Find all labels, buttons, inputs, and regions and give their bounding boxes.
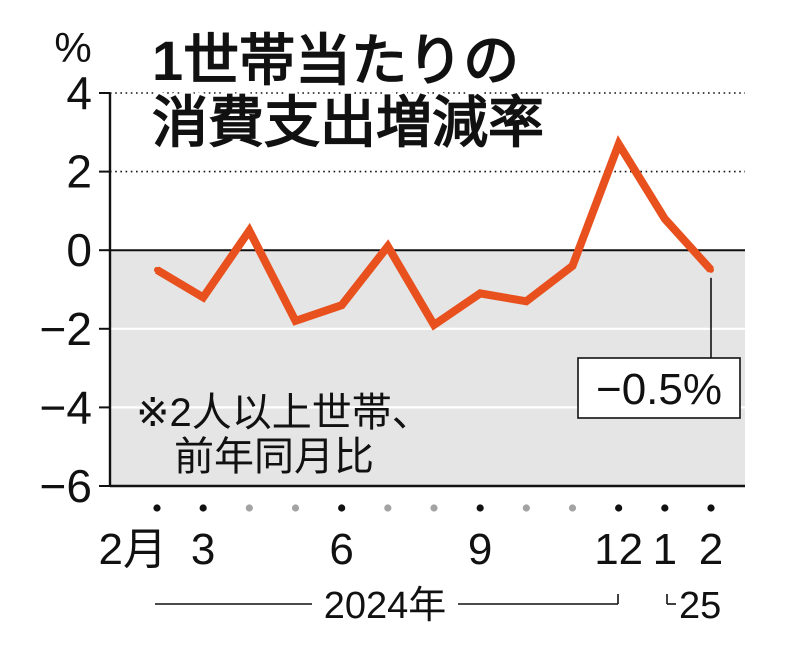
data-point	[431, 321, 437, 328]
data-point	[569, 262, 576, 269]
y-tick-label: 2	[66, 146, 92, 198]
data-point	[338, 302, 345, 309]
axes	[108, 93, 745, 488]
x-tick-label: 6	[329, 525, 353, 574]
callout-box	[577, 357, 741, 419]
chart-title-line-1: 1世帯当たりの	[152, 29, 519, 92]
x-tick-label: 3	[191, 525, 215, 574]
year-label-2024: 2024年	[324, 585, 447, 627]
data-point	[154, 266, 160, 273]
x-tick-label: 1	[653, 525, 677, 574]
x-tick-dot	[384, 504, 392, 512]
x-tick-dot	[615, 504, 623, 512]
data-point	[292, 317, 299, 324]
last-value-callout: −0.5%	[596, 365, 722, 414]
y-tick-label: 0	[66, 224, 92, 276]
data-point	[384, 243, 391, 250]
x-tick-dot	[291, 504, 300, 512]
x-tick-label: 9	[468, 525, 492, 574]
data-point	[661, 215, 668, 222]
x-tick-dot	[707, 504, 715, 512]
x-tick-dot	[476, 504, 484, 512]
data-point	[523, 298, 530, 305]
x-tick-dot	[661, 504, 669, 512]
x-tick-label: 12	[594, 525, 643, 574]
y-axis-unit-label: %	[54, 24, 91, 71]
x-tick-dot	[430, 504, 438, 512]
y-axis-ticks: 4 2 0 −2 −4 −6	[40, 67, 110, 512]
footnote-line-2: 前年同月比	[174, 435, 374, 479]
x-tick-dot	[199, 504, 207, 512]
x-tick-label: 2	[699, 525, 723, 574]
x-tick-label: 2月	[99, 525, 167, 574]
y-tick-label: −6	[40, 460, 92, 512]
data-point	[615, 141, 622, 148]
data-point	[200, 294, 207, 301]
year-bracket-2024: 2024年	[155, 585, 619, 627]
year-label-2025: 25	[679, 585, 721, 627]
y-tick-label: 4	[66, 67, 92, 119]
data-point	[246, 227, 253, 234]
x-axis-ticks: 2月 3 6 9 12 1 2	[99, 504, 723, 574]
series-group	[154, 135, 714, 331]
footnote-line-1: ※2人以上世帯、	[136, 391, 432, 435]
y-tick-label: −2	[40, 303, 92, 355]
year-bracket-2025: 25	[666, 585, 721, 627]
data-point	[708, 266, 714, 273]
y-tick-label: −4	[40, 381, 92, 433]
x-tick-dot	[245, 504, 253, 512]
chart-title-line-2: 消費支出増減率	[152, 91, 544, 154]
x-tick-dot	[522, 504, 530, 512]
data-point	[477, 290, 484, 297]
x-tick-dot	[153, 504, 161, 512]
x-tick-dot	[338, 504, 346, 512]
x-tick-dot	[568, 504, 577, 512]
